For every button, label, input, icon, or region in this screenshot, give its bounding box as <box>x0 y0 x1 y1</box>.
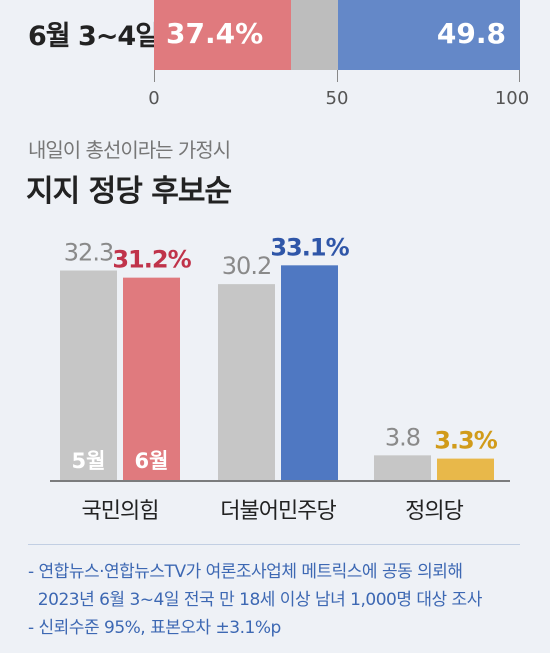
notes-divider <box>28 544 520 545</box>
stacked-segment-neutral <box>291 0 338 70</box>
category-label: 정의당 <box>405 499 463 524</box>
bar-june <box>281 265 338 480</box>
bar-value-label: 3.8 <box>385 423 420 451</box>
scale-label: 0 <box>148 88 159 109</box>
series-name-label: 6월 <box>135 449 169 473</box>
stacked-segment-label: 37.4% <box>166 17 263 50</box>
survey-date-label: 6월 3~4일 <box>28 14 159 53</box>
scale-label: 50 <box>326 88 349 109</box>
stacked-segment-opposing: 37.4% <box>154 0 291 70</box>
stacked-segment-label: 49.8 <box>437 17 506 50</box>
survey-notes: - 연합뉴스·연합뉴스TV가 여론조사업체 메트릭스에 공동 의뢰해 2023년… <box>28 558 482 642</box>
bar-value-label: 3.3% <box>434 427 498 455</box>
category-label: 국민의힘 <box>82 499 159 524</box>
chart-title: 지지 정당 후보순 <box>26 166 231 210</box>
bar-value-label: 30.2 <box>222 252 271 280</box>
bar-june <box>437 459 494 480</box>
stacked-segment-supporting: 49.8 <box>338 0 520 70</box>
category-label: 더불어민주당 <box>220 499 336 524</box>
bar-may <box>374 455 431 480</box>
note-line: - 연합뉴스·연합뉴스TV가 여론조사업체 메트릭스에 공동 의뢰해 <box>28 558 482 586</box>
bar-value-label: 31.2% <box>112 246 191 274</box>
note-line: 2023년 6월 3~4일 전국 만 18세 이상 남녀 1,000명 대상 조… <box>28 586 482 614</box>
series-name-label: 5월 <box>72 449 106 473</box>
scale-tick <box>519 70 520 82</box>
stacked-bar: 37.4% 49.8 <box>154 0 520 70</box>
scale-label: 100 <box>495 88 529 109</box>
scale-tick <box>154 70 155 82</box>
note-line: - 신뢰수준 95%, 표본오차 ±3.1%p <box>28 614 482 642</box>
bar-value-label: 32.3 <box>64 239 113 267</box>
bar-value-label: 33.1% <box>270 233 349 261</box>
scale-tick <box>337 70 338 82</box>
chart-subtitle: 내일이 총선이라는 가정시 <box>28 134 230 163</box>
bar-may <box>218 284 275 480</box>
